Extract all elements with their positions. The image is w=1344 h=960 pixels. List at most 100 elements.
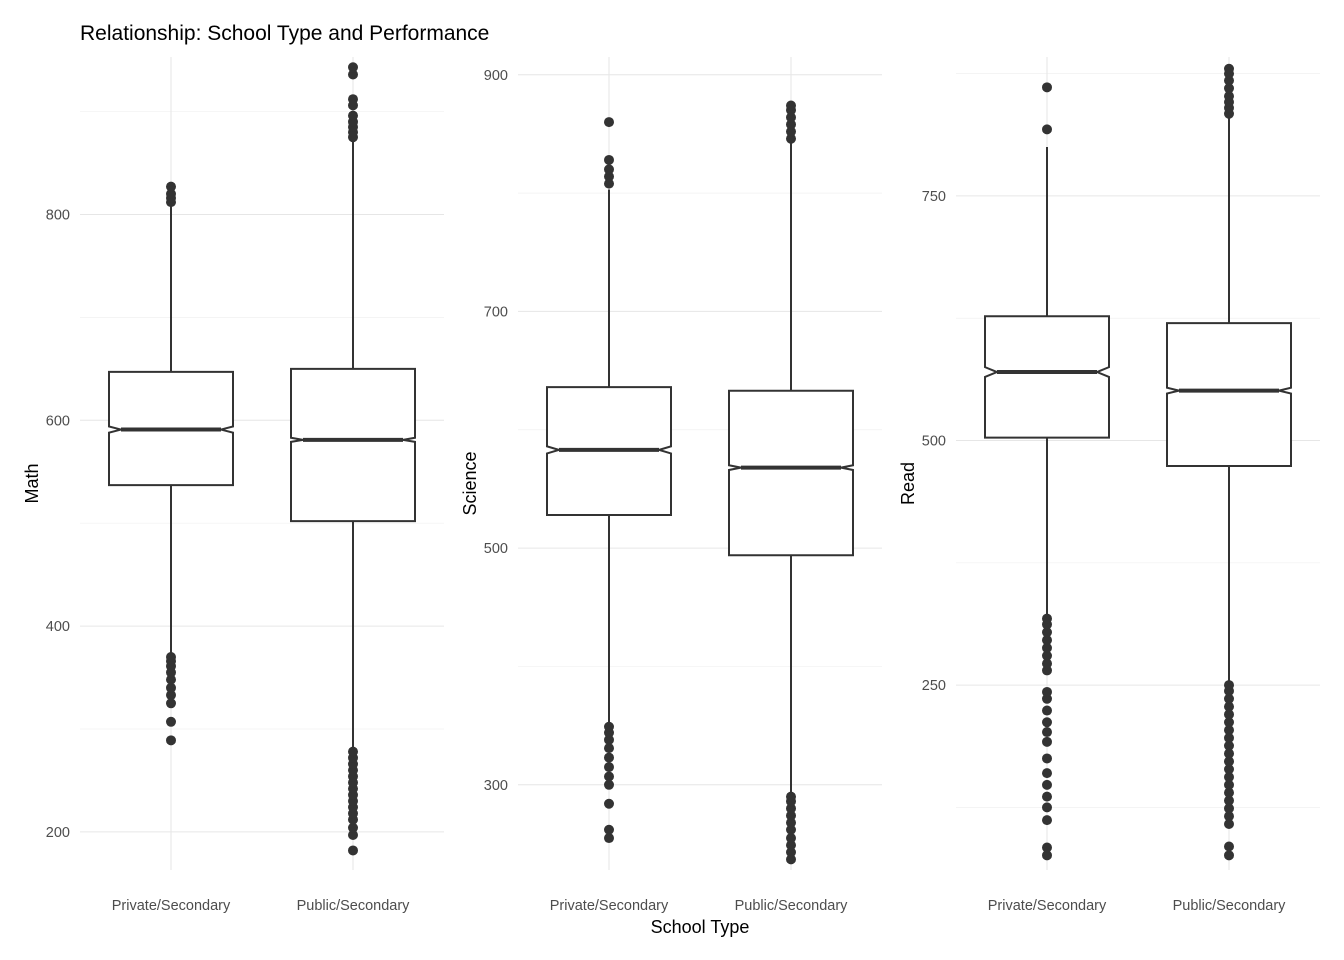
- y-tick-label: 700: [484, 304, 508, 320]
- notched-box: [1166, 322, 1292, 467]
- notched-box: [290, 367, 416, 523]
- outlier-point: [1042, 635, 1052, 646]
- y-tick-label: 300: [484, 778, 508, 794]
- outlier-point: [1042, 768, 1052, 779]
- outlier-point: [1224, 803, 1234, 814]
- outlier-point: [348, 830, 358, 841]
- notched-box: [984, 315, 1110, 439]
- outlier-point: [1224, 701, 1234, 712]
- outlier-point: [1042, 705, 1052, 716]
- outlier-point: [604, 154, 614, 165]
- outlier-point: [348, 94, 358, 105]
- outlier-point: [786, 791, 796, 802]
- outlier-point: [786, 833, 796, 844]
- outlier-point: [1224, 725, 1234, 736]
- outlier-point: [166, 698, 176, 709]
- y-tick-label: 750: [922, 189, 946, 205]
- outlier-point: [166, 181, 176, 192]
- notched-box: [728, 389, 854, 557]
- outlier-point: [1042, 802, 1052, 813]
- outlier-point: [1224, 850, 1234, 861]
- outlier-point: [1224, 680, 1234, 691]
- outlier-point: [604, 752, 614, 763]
- outlier-point: [348, 746, 358, 757]
- y-axis-title: Read: [898, 462, 918, 505]
- outlier-point: [1042, 753, 1052, 764]
- chart-panels: 200 400 600 800 Private/Secondary Public/Seco…: [22, 57, 1320, 914]
- outlier-point: [1224, 83, 1234, 94]
- outlier-point: [786, 112, 796, 123]
- y-tick-label: 500: [484, 541, 508, 557]
- outlier-point: [786, 824, 796, 835]
- outlier-point: [604, 743, 614, 754]
- x-tick-label: Private/Secondary: [550, 898, 669, 914]
- outlier-point: [1224, 819, 1234, 830]
- outlier-point: [1224, 787, 1234, 798]
- y-tick-label: 600: [46, 413, 70, 429]
- x-tick-label: Public/Secondary: [297, 898, 411, 914]
- outlier-point: [1042, 717, 1052, 728]
- x-tick-label: Public/Secondary: [735, 898, 849, 914]
- outlier-point: [1042, 650, 1052, 661]
- outlier-point: [1042, 665, 1052, 676]
- y-tick-label: 200: [46, 825, 70, 841]
- panel-2-science: 300 500 700 900 Private/Secondary Public/Seco…: [460, 57, 882, 914]
- x-tick-label: Public/Secondary: [1173, 898, 1287, 914]
- outlier-point: [786, 810, 796, 821]
- outlier-point: [1224, 756, 1234, 767]
- outlier-point: [1042, 791, 1052, 802]
- x-axis-title: School Type: [651, 917, 750, 937]
- outlier-point: [604, 762, 614, 773]
- outlier-point: [1224, 841, 1234, 852]
- outlier-point: [1042, 124, 1052, 135]
- outlier-point: [604, 833, 614, 844]
- x-tick-label: Private/Secondary: [988, 898, 1107, 914]
- outlier-point: [166, 674, 176, 685]
- outlier-point: [1042, 82, 1052, 93]
- outlier-point: [604, 798, 614, 809]
- outlier-point: [786, 803, 796, 814]
- outlier-point: [604, 824, 614, 835]
- outlier-point: [1042, 642, 1052, 653]
- outlier-point: [1224, 779, 1234, 790]
- box-public-secondary: [290, 62, 416, 856]
- outlier-point: [1042, 842, 1052, 853]
- outlier-point: [1042, 779, 1052, 790]
- outlier-point: [1042, 693, 1052, 704]
- outlier-point: [1042, 815, 1052, 826]
- outlier-point: [786, 847, 796, 858]
- outlier-point: [348, 845, 358, 856]
- outlier-point: [1042, 627, 1052, 638]
- y-tick-label: 900: [484, 68, 508, 84]
- outlier-point: [348, 822, 358, 833]
- outlier-point: [166, 682, 176, 693]
- box-private-secondary: [984, 82, 1110, 861]
- box-private-secondary: [108, 181, 234, 746]
- outlier-point: [786, 817, 796, 828]
- y-tick-label: 250: [922, 678, 946, 694]
- outlier-point: [1224, 75, 1234, 86]
- outlier-point: [786, 854, 796, 865]
- chart-title: Relationship: School Type and Performanc…: [80, 22, 489, 45]
- outlier-point: [786, 126, 796, 137]
- outlier-point: [786, 840, 796, 851]
- outlier-point: [1042, 658, 1052, 669]
- outlier-point: [604, 771, 614, 782]
- outlier-point: [166, 735, 176, 746]
- outlier-point: [604, 178, 614, 189]
- y-tick-label: 500: [922, 434, 946, 450]
- outlier-point: [786, 100, 796, 111]
- outlier-point: [604, 171, 614, 182]
- outlier-point: [348, 110, 358, 121]
- outlier-point: [166, 651, 176, 662]
- outlier-point: [1042, 850, 1052, 861]
- outlier-point: [1224, 732, 1234, 743]
- outlier-point: [348, 69, 358, 80]
- outlier-point: [604, 779, 614, 790]
- outlier-point: [1042, 727, 1052, 738]
- y-axis-title: Math: [22, 463, 42, 503]
- y-tick-label: 800: [46, 207, 70, 223]
- outlier-point: [604, 164, 614, 175]
- outlier-point: [1224, 717, 1234, 728]
